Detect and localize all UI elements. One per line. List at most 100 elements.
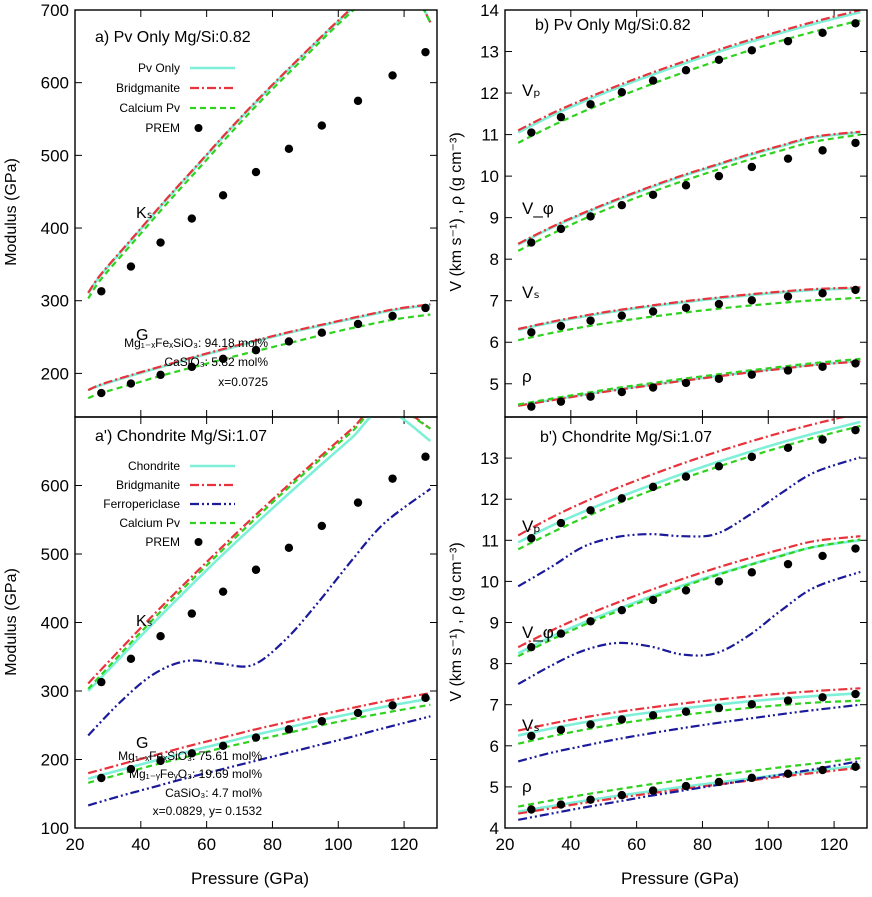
y-tick-label: 7 [490,292,499,311]
prem-point-g [317,716,327,726]
y-tick-label: 10 [480,167,499,186]
legend-label: Bridgmanite [116,478,180,492]
prem-point-vphi [783,154,793,163]
panel-title: b) Pv Only Mg/Si:0.82 [535,17,691,34]
prem-point-g [388,701,397,710]
y-tick-label: 200 [41,751,69,770]
prem-point-g [97,773,106,783]
prem-point-vp [818,435,827,444]
prem-point-rho [714,777,724,787]
prem-point-rho [714,374,724,383]
prem-point-ks [97,677,106,687]
prem-point-vs [648,711,658,720]
prem-point-vs [586,316,595,325]
prem-point-ks [97,287,106,296]
x-tick-label: 100 [324,835,352,854]
ylabel-velocity-bottom: V (km s⁻¹) , ρ (g cm⁻³) [448,542,465,701]
legend-label: PREM [145,535,180,549]
prem-point-ks [388,474,397,483]
series-line-rho-calcium-pv [517,757,861,808]
x-tick-label: 120 [390,835,418,854]
prem-point-rho [851,762,860,771]
prem-point-g [156,756,165,766]
series-line-bridgmanite [87,10,432,294]
prem-point-vphi [851,138,860,148]
prem-point-g [187,749,197,758]
legend-label: Calcium Pv [119,516,180,530]
prem-point-vp [747,452,757,462]
y-tick-label: 4 [490,819,499,838]
prem-point-g [421,303,430,313]
prem-point-ks [421,47,430,57]
prem-point-ks [156,238,165,247]
prem-point-vp [851,19,860,28]
prem-point-vp [527,534,536,543]
prem-point-rho [617,790,627,800]
prem-point-ks [284,144,294,154]
curve-label: Kₛ [136,613,153,630]
prem-point-vphi [681,181,691,190]
prem-point-vs [617,311,627,320]
series-line-bridgmanite [87,417,431,685]
x-tick-label: 40 [561,835,580,854]
panel-a_prime: 100 200 300 400 500 600 20 40 60 80 100 120 a') Chon… [41,416,438,854]
x-tick-label: 80 [263,835,282,854]
y-tick-label: 300 [41,292,69,311]
prem-point-g [126,379,136,388]
prem-point-ks [126,262,136,271]
prem-point-vphi [851,544,860,553]
prem-point-ks [126,654,136,664]
ylabel-modulus-bottom: Modulus (GPa) [3,568,20,676]
y-tick-label: 8 [490,250,499,269]
series-line-vphi-calcium-pv [517,538,861,658]
prem-point-vp [747,46,757,55]
prem-points [527,425,860,814]
curve-label: Vₚ [522,517,541,536]
plot-frame [74,416,438,829]
prem-point-ks [187,609,197,618]
series-line-vphi-calcium-pv [517,133,861,252]
series-line-chondrite [87,417,432,692]
prem-point-vphi [714,577,724,586]
y-tick-label: 8 [490,655,499,674]
series-line-vp-bridgmanite [517,417,848,537]
series-line-vp-pv-only [517,10,861,134]
curve-label: V_φ [522,199,554,218]
series-line-rho-calcium-pv [518,357,861,406]
curve-label: ρ [522,777,532,796]
prem-point-g [218,354,228,364]
y-tick-label: 400 [41,614,69,633]
prem-points [527,19,860,411]
prem-point-vphi [527,238,536,247]
legend-label: Calcium Pv [119,101,180,115]
plot-frame [504,416,868,829]
legend-label: Chondrite [128,459,180,473]
prem-point-vs [818,289,827,298]
y-tick-label: 13 [480,449,499,468]
prem-point-vphi [681,586,691,595]
prem-point-rho [681,378,691,388]
prem-point-vs [617,715,627,724]
prem-point-vs [818,693,827,702]
prem-point-vphi [527,642,536,652]
y-tick-label: 12 [480,84,499,103]
y-tick-label: 100 [41,819,69,838]
prem-point-rho [527,805,536,814]
y-tick-label: 6 [490,737,499,756]
prem-point-rho [818,362,827,371]
prem-point-vphi [783,559,793,569]
prem-point-rho [648,383,658,392]
prem-point-ks [353,498,363,507]
x-tick-label: 100 [754,835,782,854]
panel-a: 200 300 400 500 600 700 a) Pv Only Mg/Si:0.82 P… [41,1,438,418]
series-line-vphi-bridgmanite [517,130,861,245]
prem-point-vp [648,482,658,492]
x-tick-label: 120 [820,835,848,854]
series-line-vphi-ferropericlase [517,570,861,686]
y-tick-label: 500 [41,146,69,165]
legend-label: PREM [145,121,180,135]
series-line-vs-bridgmanite [517,687,861,732]
series-line-vp-chondrite [517,420,861,544]
y-tick-label: 600 [41,74,69,93]
series-line-vs-bridgmanite [517,286,861,331]
